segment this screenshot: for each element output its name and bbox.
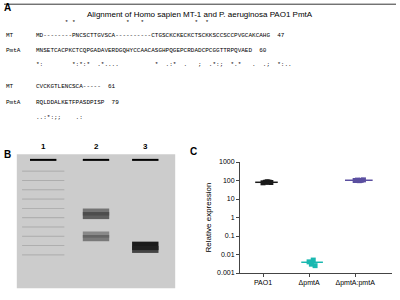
svg-text:*: *:*:* .*....: *: *:*:* .*.... * .:* . ; .*:; *.* . .; …	[36, 61, 292, 68]
svg-text:1: 1	[231, 214, 235, 221]
svg-text:..:*:;; .:: ..:*:;; .:	[36, 114, 83, 121]
svg-text:* * * *: * * * * * *	[36, 19, 209, 26]
svg-text:3: 3	[143, 142, 148, 151]
svg-text:PmtA: PmtA	[6, 99, 21, 106]
svg-text:Alignment of Homo sapien MT-1: Alignment of Homo sapien MT-1 and P. aer…	[87, 10, 313, 19]
svg-text:1000: 1000	[219, 158, 235, 165]
svg-text:MD--------PNCSCTTGVSCA--------: MD--------PNCSCTTGVSCA----------CTGSCKCK…	[36, 32, 285, 39]
svg-text:0.01: 0.01	[221, 251, 235, 258]
svg-text:MT: MT	[6, 32, 14, 39]
svg-text:C: C	[190, 146, 197, 157]
svg-text:CVCKGTLENCSCA----- 61: CVCKGTLENCSCA----- 61	[36, 83, 116, 90]
svg-text:ΔpmtA:pmtA: ΔpmtA:pmtA	[336, 279, 376, 287]
svg-text:MNSETCACPKCTCQPGADAVERDGQHYCCA: MNSETCACPKCTCQPGADAVERDGQHYCCAACASGHPQGE…	[36, 47, 267, 54]
svg-text:2: 2	[94, 142, 99, 151]
svg-text:A: A	[4, 2, 11, 13]
svg-text:ΔpmtA: ΔpmtA	[299, 279, 320, 287]
svg-text:RQLDDALKETFPASDPISP 79: RQLDDALKETFPASDPISP 79	[36, 99, 119, 106]
svg-text:0.001: 0.001	[217, 269, 235, 276]
svg-text:10: 10	[227, 195, 235, 202]
svg-text:PmtA: PmtA	[6, 47, 21, 54]
svg-text:MT: MT	[6, 83, 14, 90]
svg-text:100: 100	[223, 177, 235, 184]
svg-text:0.1: 0.1	[225, 232, 235, 239]
svg-text:1: 1	[41, 142, 46, 151]
svg-text:B: B	[4, 149, 11, 160]
svg-text:PAO1: PAO1	[254, 279, 272, 286]
svg-text:Relative expression: Relative expression	[204, 183, 213, 253]
